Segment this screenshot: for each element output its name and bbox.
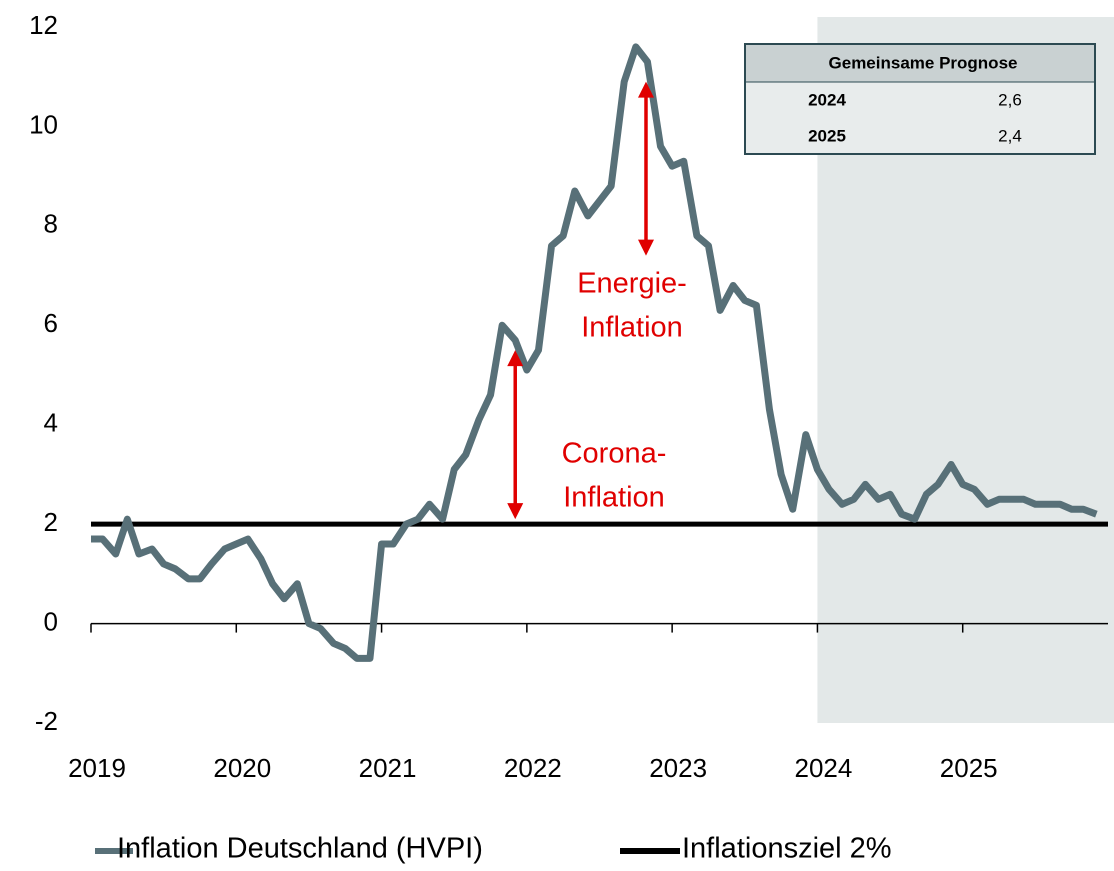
annotation-text: Inflation (563, 482, 665, 514)
arrow-head (507, 350, 524, 367)
x-tick-label: 2024 (795, 753, 853, 783)
table-header-bg (745, 44, 1095, 82)
table-body-bg (745, 82, 1095, 154)
x-tick-label: 2022 (504, 753, 562, 783)
table-border (744, 43, 1096, 155)
annotation-text: Energie- (577, 268, 687, 300)
legend-label: Inflation Deutschland (HVPI) (117, 833, 483, 865)
table-year: 2024 (808, 90, 846, 109)
x-tick-label: 2023 (649, 753, 707, 783)
series-line (91, 43, 1098, 662)
y-tick-label: 6 (44, 308, 58, 338)
y-tick-label: 2 (44, 507, 58, 537)
arrow-head (507, 503, 524, 520)
y-tick-label: 4 (44, 408, 58, 438)
arrow-head (637, 81, 654, 98)
y-tick-label: 12 (29, 10, 58, 40)
x-tick-label: 2019 (68, 753, 126, 783)
annotation-text: Inflation (581, 312, 683, 344)
arrow-head (637, 239, 654, 256)
table-value: 2,6 (998, 90, 1022, 109)
annotation-text: Corona- (562, 438, 667, 470)
y-tick-label: 0 (44, 606, 58, 636)
x-tick-label: 2020 (213, 753, 271, 783)
legend-label: Inflationsziel 2% (682, 833, 892, 865)
y-tick-label: 10 (29, 109, 58, 139)
table-value: 2,4 (998, 126, 1022, 145)
table-title: Gemeinsame Prognose (829, 53, 1018, 72)
y-tick-label: -2 (35, 706, 58, 736)
x-tick-label: 2025 (940, 753, 998, 783)
x-tick-label: 2021 (359, 753, 417, 783)
y-tick-label: 8 (44, 209, 58, 239)
table-year: 2025 (808, 126, 846, 145)
